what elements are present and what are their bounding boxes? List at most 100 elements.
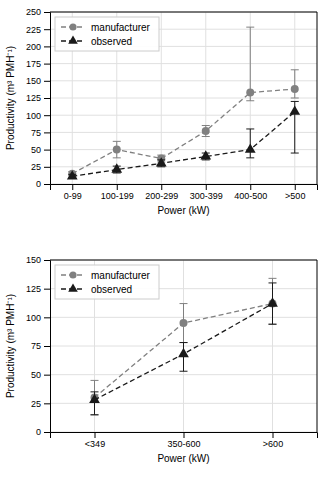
marker [111, 163, 122, 172]
y-tick: 50 [31, 145, 50, 155]
x-tick-label: <349 [85, 439, 105, 449]
grid-line-x [183, 260, 184, 432]
error-bar-cap-high [180, 303, 188, 304]
x-tick-mark [295, 184, 296, 190]
x-tick-label: >600 [263, 439, 283, 449]
error-bar [202, 126, 210, 137]
y-axis: 0 25 50 75 100 125 150 [26, 255, 51, 437]
y-tick-mark [44, 81, 50, 82]
series [67, 101, 300, 179]
y-tick: 150 [26, 255, 50, 265]
y-tick-mark [44, 167, 50, 168]
series-line [72, 89, 295, 174]
error-bar-cap-high [91, 380, 99, 381]
legend-marker [69, 271, 76, 278]
y-tick-mark [44, 346, 50, 347]
y-tick: 100 [26, 111, 50, 121]
marker [67, 170, 78, 179]
error-bar-cap-high [291, 101, 299, 102]
x-tick-mark [161, 184, 162, 190]
grid-line-y [50, 63, 317, 64]
marker [245, 143, 256, 152]
panel: 02550751001251501752002252500-99100-1992… [5, 7, 318, 216]
y-tick: 50 [31, 370, 50, 380]
y-tick-mark [44, 132, 50, 133]
y-tick-mark [44, 375, 50, 376]
x-tick: >600 [263, 432, 283, 449]
x-tick-mark [117, 184, 118, 190]
x-tick-label: 350-600 [167, 439, 200, 449]
error-bar-cap-low [91, 414, 99, 415]
y-tick-label: 250 [26, 7, 41, 17]
y-tick: 100 [26, 313, 50, 323]
marker [291, 85, 299, 93]
grid-line-y [50, 166, 317, 167]
error-bar-cap-high [269, 282, 277, 283]
legend: manufacturerobserved [55, 265, 159, 299]
x-tick-label: 400-500 [234, 191, 267, 201]
x-tick-label: 0-99 [64, 191, 82, 201]
error-bar-cap-low [180, 342, 188, 343]
y-tick-label: 125 [26, 284, 41, 294]
error-bar-stem [294, 70, 295, 98]
y-tick-label: 175 [26, 59, 41, 69]
y-tick-label: 25 [31, 399, 41, 409]
y-tick-mark [44, 98, 50, 99]
x-tick: 400-500 [234, 184, 267, 201]
series-line [72, 112, 295, 177]
marker [156, 157, 167, 166]
x-tick: 0-99 [64, 184, 82, 201]
marker [113, 146, 121, 154]
legend-marker [69, 23, 76, 30]
y-tick-label: 150 [26, 255, 41, 265]
y-tick-label: 200 [26, 42, 41, 52]
grid-line-y [50, 132, 317, 133]
marker [200, 150, 211, 159]
error-bar-cap-low [246, 157, 254, 158]
legend-marker [68, 35, 78, 43]
error-bar-cap-high [246, 128, 254, 129]
error-bar [246, 27, 254, 101]
y-tick-label: 25 [31, 162, 41, 172]
y-tick-label: 100 [26, 111, 41, 121]
y-tick-mark [44, 184, 50, 185]
legend-label: manufacturer [91, 22, 151, 33]
y-tick-mark [44, 12, 50, 13]
y-tick-label: 150 [26, 76, 41, 86]
y-axis-line [44, 261, 51, 433]
x-tick-label: 300-399 [190, 191, 223, 201]
y-tick-mark [44, 403, 50, 404]
y-tick: 125 [26, 284, 50, 294]
error-bar-cap-low [269, 324, 277, 325]
y-tick-mark [44, 64, 50, 65]
y-tick-label: 75 [31, 341, 41, 351]
y-tick-label: 50 [31, 370, 41, 380]
y-tick: 25 [31, 399, 50, 409]
error-bar-cap-low [91, 414, 99, 415]
y-tick: 75 [31, 128, 50, 138]
error-bar-cap-high [202, 125, 210, 126]
legend-label: manufacturer [91, 270, 151, 281]
error-bar-cap-low [202, 136, 210, 137]
legend-item: observed [61, 35, 132, 46]
y-tick-mark [44, 260, 50, 261]
error-bar-cap-low [246, 100, 254, 101]
series-line [95, 304, 273, 398]
y-axis: 0255075100125150175200225250 [26, 7, 51, 189]
legend-box [55, 265, 159, 299]
y-tick-mark [44, 115, 50, 116]
x-tick: 350-600 [167, 432, 200, 449]
y-tick-label: 50 [31, 145, 41, 155]
marker [178, 348, 189, 357]
y-tick: 250 [26, 7, 50, 17]
grid-line-y [50, 80, 317, 81]
y-tick: 25 [31, 162, 50, 172]
error-bar-cap-high [180, 342, 188, 343]
y-tick: 0 [36, 427, 50, 437]
error-bar-cap-low [113, 157, 121, 158]
y-tick: 75 [31, 341, 50, 351]
panel: 0255075100125150<349350-600>600Power (kW… [5, 255, 318, 464]
marker [89, 394, 100, 403]
x-tick-label: 100-199 [101, 191, 134, 201]
x-axis-title: Power (kW) [157, 205, 209, 216]
